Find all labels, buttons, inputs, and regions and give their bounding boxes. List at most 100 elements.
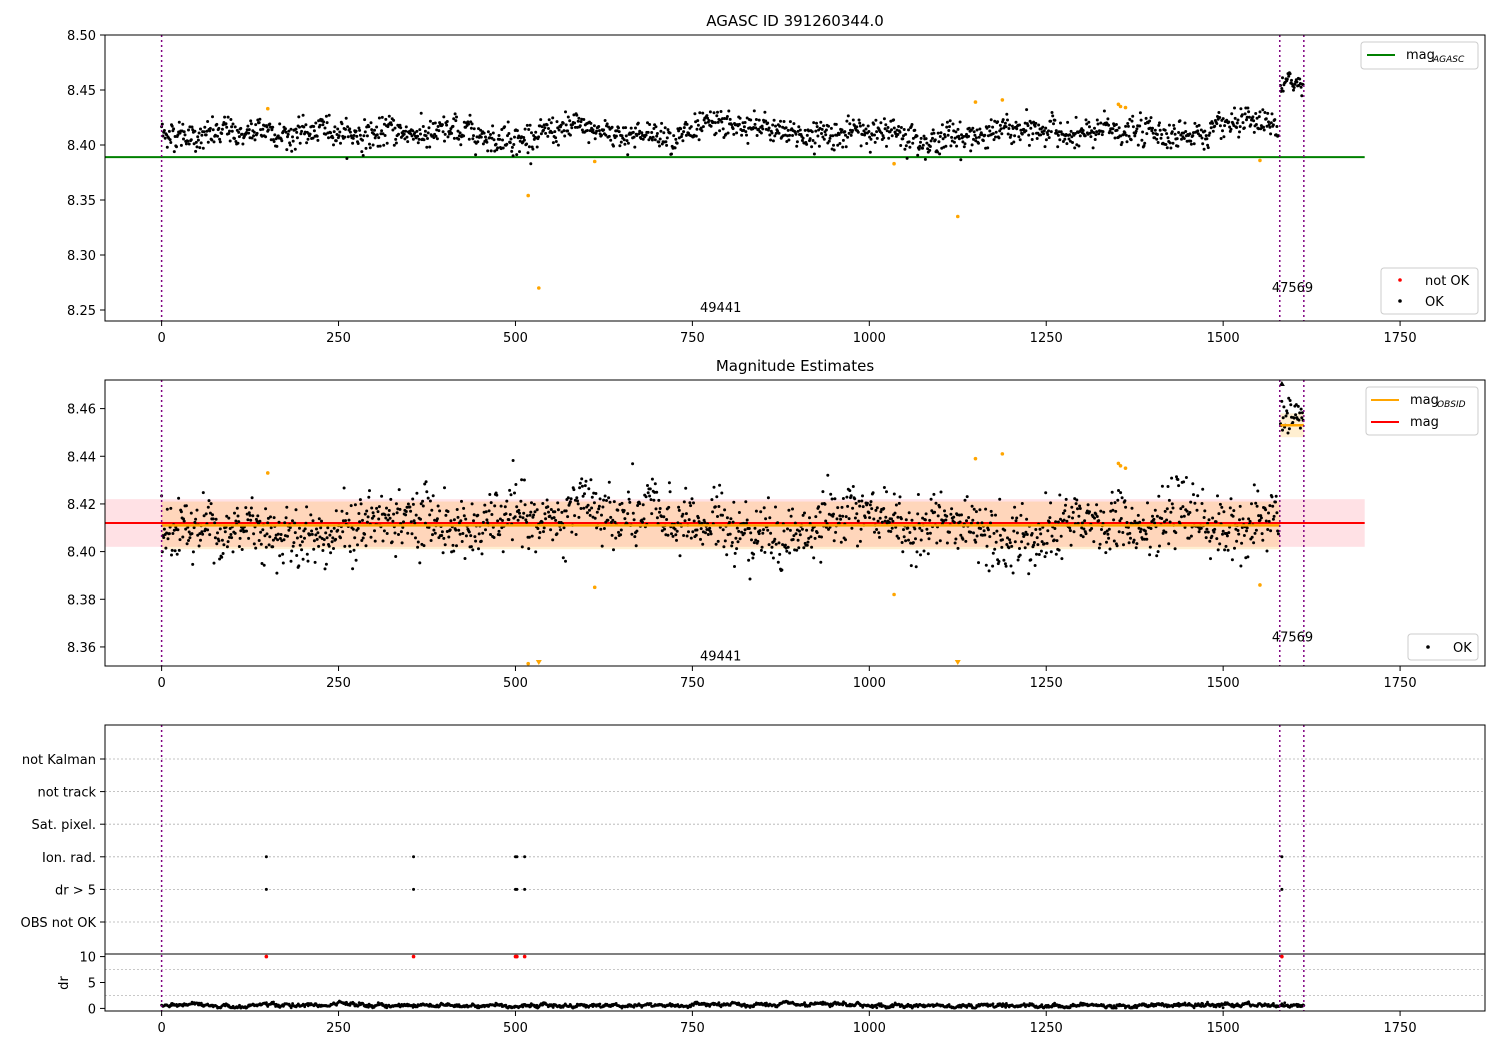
- ok-point: [632, 518, 636, 522]
- ok-point: [572, 488, 576, 492]
- ok-point: [993, 119, 997, 123]
- ok-point: [395, 511, 399, 515]
- ok-point: [1159, 136, 1163, 140]
- ok-point: [190, 532, 194, 536]
- ok-point: [642, 517, 646, 521]
- ok-point: [1267, 511, 1270, 515]
- ok-point: [1257, 514, 1261, 518]
- ok-point: [373, 136, 377, 140]
- ok-point: [1254, 112, 1258, 115]
- ok-point: [293, 531, 297, 535]
- ok-point: [620, 501, 624, 505]
- ok-point: [805, 133, 809, 137]
- ok-point: [295, 136, 299, 140]
- ok-point: [1074, 115, 1078, 119]
- ok-point: [670, 152, 673, 156]
- ok-point: [754, 118, 758, 121]
- ok-point: [728, 532, 732, 536]
- ok-point: [1191, 482, 1195, 486]
- ok-point: [1094, 512, 1098, 516]
- ok-point: [481, 520, 485, 524]
- ok-point: [1071, 516, 1074, 520]
- ok-point: [186, 139, 190, 143]
- ok-point: [321, 549, 325, 552]
- ok-point: [1273, 118, 1277, 122]
- ok-point: [438, 509, 442, 513]
- ok-point: [982, 529, 986, 533]
- ok-point: [1113, 136, 1117, 140]
- ok-point: [423, 482, 427, 486]
- ok-point: [720, 120, 724, 124]
- ok-point: [655, 516, 659, 520]
- ok-point: [945, 541, 949, 545]
- ok-point: [493, 504, 497, 508]
- ok-point: [1285, 411, 1289, 415]
- ok-point: [768, 516, 772, 520]
- ok-point: [397, 533, 400, 536]
- ok-point: [1141, 518, 1145, 522]
- ok-point: [170, 553, 173, 557]
- ok-point: [278, 122, 282, 126]
- ok-point: [1284, 414, 1288, 418]
- ok-point: [416, 540, 420, 544]
- ok-point: [604, 133, 608, 137]
- flag-point: [515, 855, 519, 859]
- ok-point: [864, 127, 868, 131]
- ok-point: [1150, 129, 1154, 133]
- ok-point: [427, 126, 431, 130]
- ok-point: [377, 136, 381, 140]
- ok-point: [1294, 413, 1298, 417]
- ok-point: [603, 494, 607, 498]
- ok-point: [632, 135, 636, 139]
- ok-point: [249, 122, 253, 126]
- ok-point: [291, 519, 294, 523]
- ok-point: [484, 510, 488, 514]
- ok-point: [902, 528, 905, 532]
- ok-point: [556, 508, 560, 512]
- ok-point: [1022, 127, 1026, 131]
- x-tick-label: 1000: [853, 676, 886, 691]
- ok-point: [1247, 115, 1251, 119]
- ok-point: [718, 483, 722, 487]
- ok-point: [667, 505, 671, 509]
- ok-point: [212, 140, 216, 144]
- ok-point: [949, 144, 953, 148]
- ok-point: [1043, 145, 1047, 149]
- ok-point: [425, 490, 429, 494]
- ok-point: [519, 499, 523, 503]
- ok-point: [965, 132, 968, 136]
- ok-point: [311, 519, 315, 523]
- ok-point: [573, 121, 577, 125]
- ok-point: [900, 541, 904, 544]
- ok-point: [470, 502, 474, 506]
- ok-point: [252, 130, 256, 134]
- ok-point: [1062, 518, 1066, 522]
- ok-point: [1276, 529, 1280, 533]
- ok-point: [663, 527, 666, 531]
- dr-point: [265, 1001, 268, 1005]
- ok-point: [479, 128, 483, 132]
- ok-point: [753, 122, 757, 126]
- ok-point: [1044, 126, 1048, 130]
- ok-point: [624, 134, 628, 138]
- ok-point: [1269, 132, 1273, 136]
- x-tick-label: 1750: [1384, 676, 1417, 691]
- ok-point: [1200, 136, 1204, 140]
- ok-point: [411, 137, 415, 141]
- ok-point: [436, 504, 440, 508]
- ok-point: [655, 490, 659, 494]
- ok-point: [780, 568, 784, 572]
- ok-point: [245, 529, 248, 533]
- ok-point: [813, 536, 817, 540]
- ok-point: [1011, 571, 1015, 575]
- ok-point: [751, 556, 755, 560]
- ok-point: [874, 118, 878, 122]
- ok-point: [726, 131, 730, 135]
- ok-point: [1138, 124, 1142, 128]
- ok-point: [786, 128, 790, 132]
- ok-point: [1153, 136, 1157, 140]
- ok-point: [327, 544, 331, 548]
- ok-point: [1251, 115, 1255, 119]
- flag-point: [523, 855, 527, 859]
- ok-point: [845, 119, 849, 123]
